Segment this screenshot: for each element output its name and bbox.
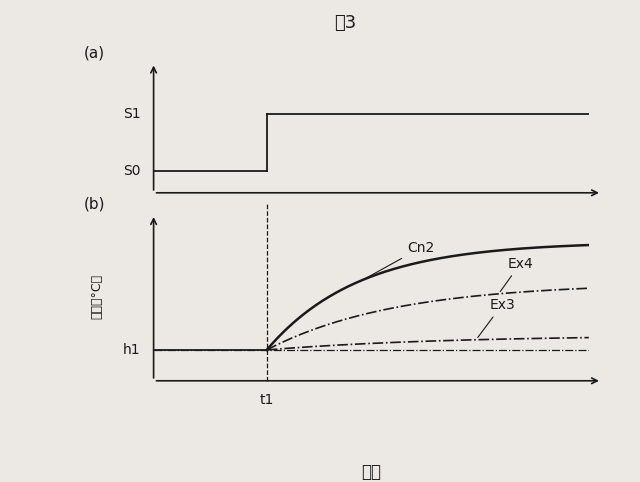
Text: (b): (b) bbox=[84, 196, 106, 211]
Text: 時間: 時間 bbox=[361, 463, 381, 481]
Text: (a): (a) bbox=[84, 45, 105, 60]
Text: h1: h1 bbox=[123, 343, 141, 357]
Text: Ex3: Ex3 bbox=[477, 298, 515, 337]
Text: 温度（°C）: 温度（°C） bbox=[90, 273, 104, 319]
Text: Ex4: Ex4 bbox=[500, 257, 533, 292]
Text: S1: S1 bbox=[123, 107, 141, 121]
Text: Cn2: Cn2 bbox=[366, 241, 434, 278]
Text: 図3: 図3 bbox=[335, 14, 356, 32]
Text: S0: S0 bbox=[123, 164, 141, 178]
Text: t1: t1 bbox=[260, 393, 274, 407]
